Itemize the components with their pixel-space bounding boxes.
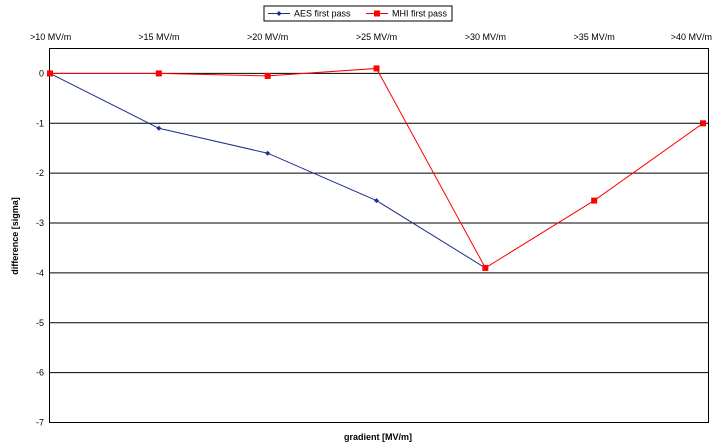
data-point [700,120,706,127]
data-point [373,65,380,72]
y-tick-label: -3 [36,218,44,228]
x-tick-label: >15 MV/m [138,32,179,42]
plot-area [47,48,709,423]
x-axis-title: gradient [MV/m] [344,432,412,442]
plot-frame [49,48,709,423]
x-tick-labels: >10 MV/m >15 MV/m >20 MV/m >25 MV/m >30 MV/m… [30,32,712,42]
x-tick-label: >10 MV/m [30,32,71,42]
data-point [374,198,379,204]
legend-label: AES first pass [294,9,351,19]
x-tick-label: >40 MV/m [671,32,712,42]
x-tick-label: >35 MV/m [574,32,615,42]
data-point [156,125,162,131]
y-tick-label: -4 [36,268,44,278]
legend-label: MHI first pass [392,9,448,19]
legend-swatch-marker [276,11,282,16]
series-layer [47,65,706,271]
y-tick-labels: 0 -1 -2 -3 -4 -5 -6 -7 [36,68,44,427]
data-point [482,264,489,271]
legend-swatch-marker [374,10,380,17]
data-point [47,70,53,77]
data-point [591,197,598,204]
data-point [265,150,271,156]
data-point [264,72,271,79]
x-tick-label: >25 MV/m [356,32,397,42]
legend-box [263,5,453,22]
series-mhi [47,65,706,271]
y-axis-title: difference [sigma] [10,197,20,275]
y-tick-label: -1 [36,118,44,128]
y-tick-label: -6 [36,368,44,378]
y-tick-label: -7 [36,418,44,428]
y-tick-label: 0 [39,68,44,78]
x-tick-label: >20 MV/m [247,32,288,42]
data-point [155,70,162,77]
x-tick-label: >30 MV/m [465,32,506,42]
legend: AES first pass MHI first pass [263,5,453,22]
gridlines [49,72,709,374]
y-tick-label: -5 [36,318,44,328]
y-tick-label: -2 [36,168,44,178]
